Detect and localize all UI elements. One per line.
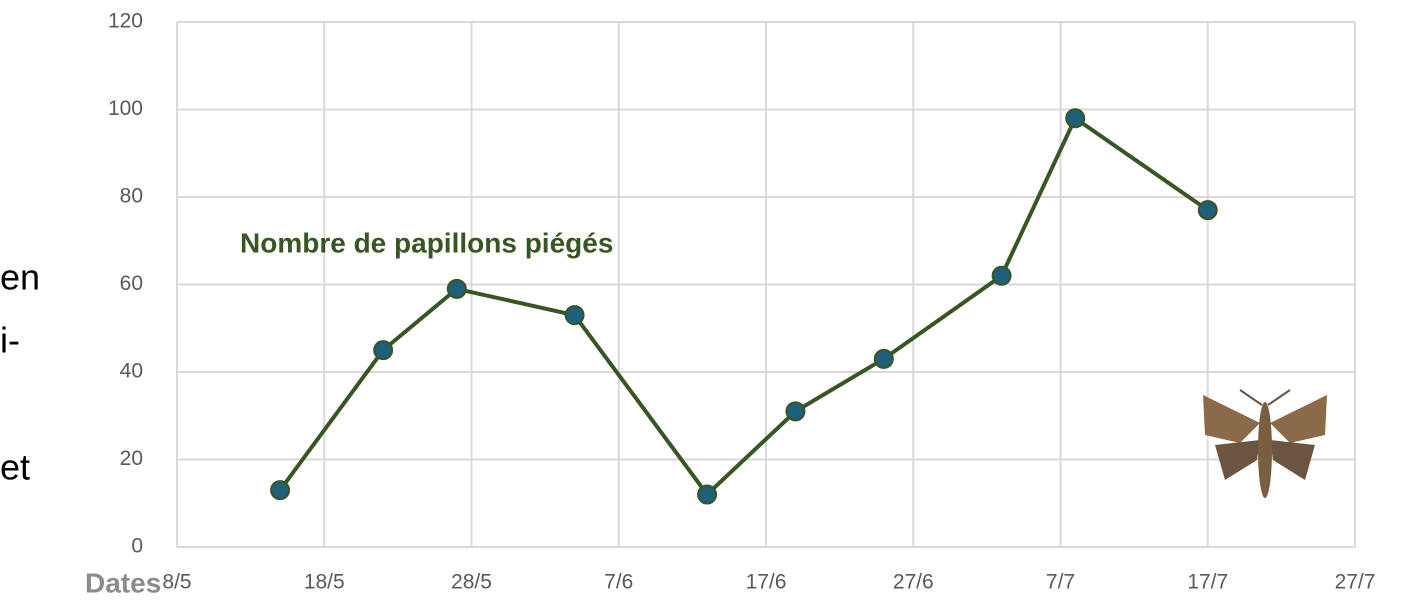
chart: en i- et Dates 0 20 40 60 80 100 120 8/5 18/5 28/… [0, 0, 1403, 601]
side-text: i- [0, 320, 20, 361]
x-tick-label: 27/6 [893, 571, 934, 594]
x-tick-label: 18/5 [304, 571, 345, 594]
x-tick-label: 27/7 [1335, 571, 1376, 594]
data-point [374, 341, 392, 359]
moth-icon [1203, 390, 1327, 498]
side-text: et [0, 447, 30, 488]
y-tick-label: 100 [108, 97, 143, 120]
y-tick-label: 120 [108, 10, 143, 33]
y-tick-label: 60 [120, 272, 143, 295]
data-point [993, 267, 1011, 285]
data-point [566, 306, 584, 324]
x-tick-label: 7/7 [1046, 571, 1075, 594]
data-point [448, 280, 466, 298]
data-point [1199, 201, 1217, 219]
data-point [1066, 109, 1084, 127]
x-tick-label: 17/7 [1187, 571, 1228, 594]
y-tick-label: 0 [131, 535, 143, 558]
data-point [875, 350, 893, 368]
y-tick-label: 20 [120, 447, 143, 470]
grid: 0 20 40 60 80 100 120 8/5 18/5 28/5 7/6 17/6 27/6 7/7… [108, 10, 1375, 594]
x-tick-label: 7/6 [604, 571, 633, 594]
data-point [786, 402, 804, 420]
data-point [271, 481, 289, 499]
y-tick-label: 80 [120, 185, 143, 208]
page: en i- et Dates 0 20 40 60 80 100 120 8/5 18/5 28/… [0, 0, 1403, 601]
y-tick-label: 40 [120, 360, 143, 383]
side-text: en [0, 257, 40, 298]
x-axis-label: Dates [85, 567, 161, 598]
data-line [280, 118, 1208, 494]
x-tick-label: 17/6 [746, 571, 787, 594]
x-tick-label: 28/5 [451, 571, 492, 594]
plot [271, 109, 1217, 503]
data-point [698, 486, 716, 504]
annotation: Nombre de papillons piégés [240, 227, 613, 258]
x-tick-label: 8/5 [162, 571, 191, 594]
